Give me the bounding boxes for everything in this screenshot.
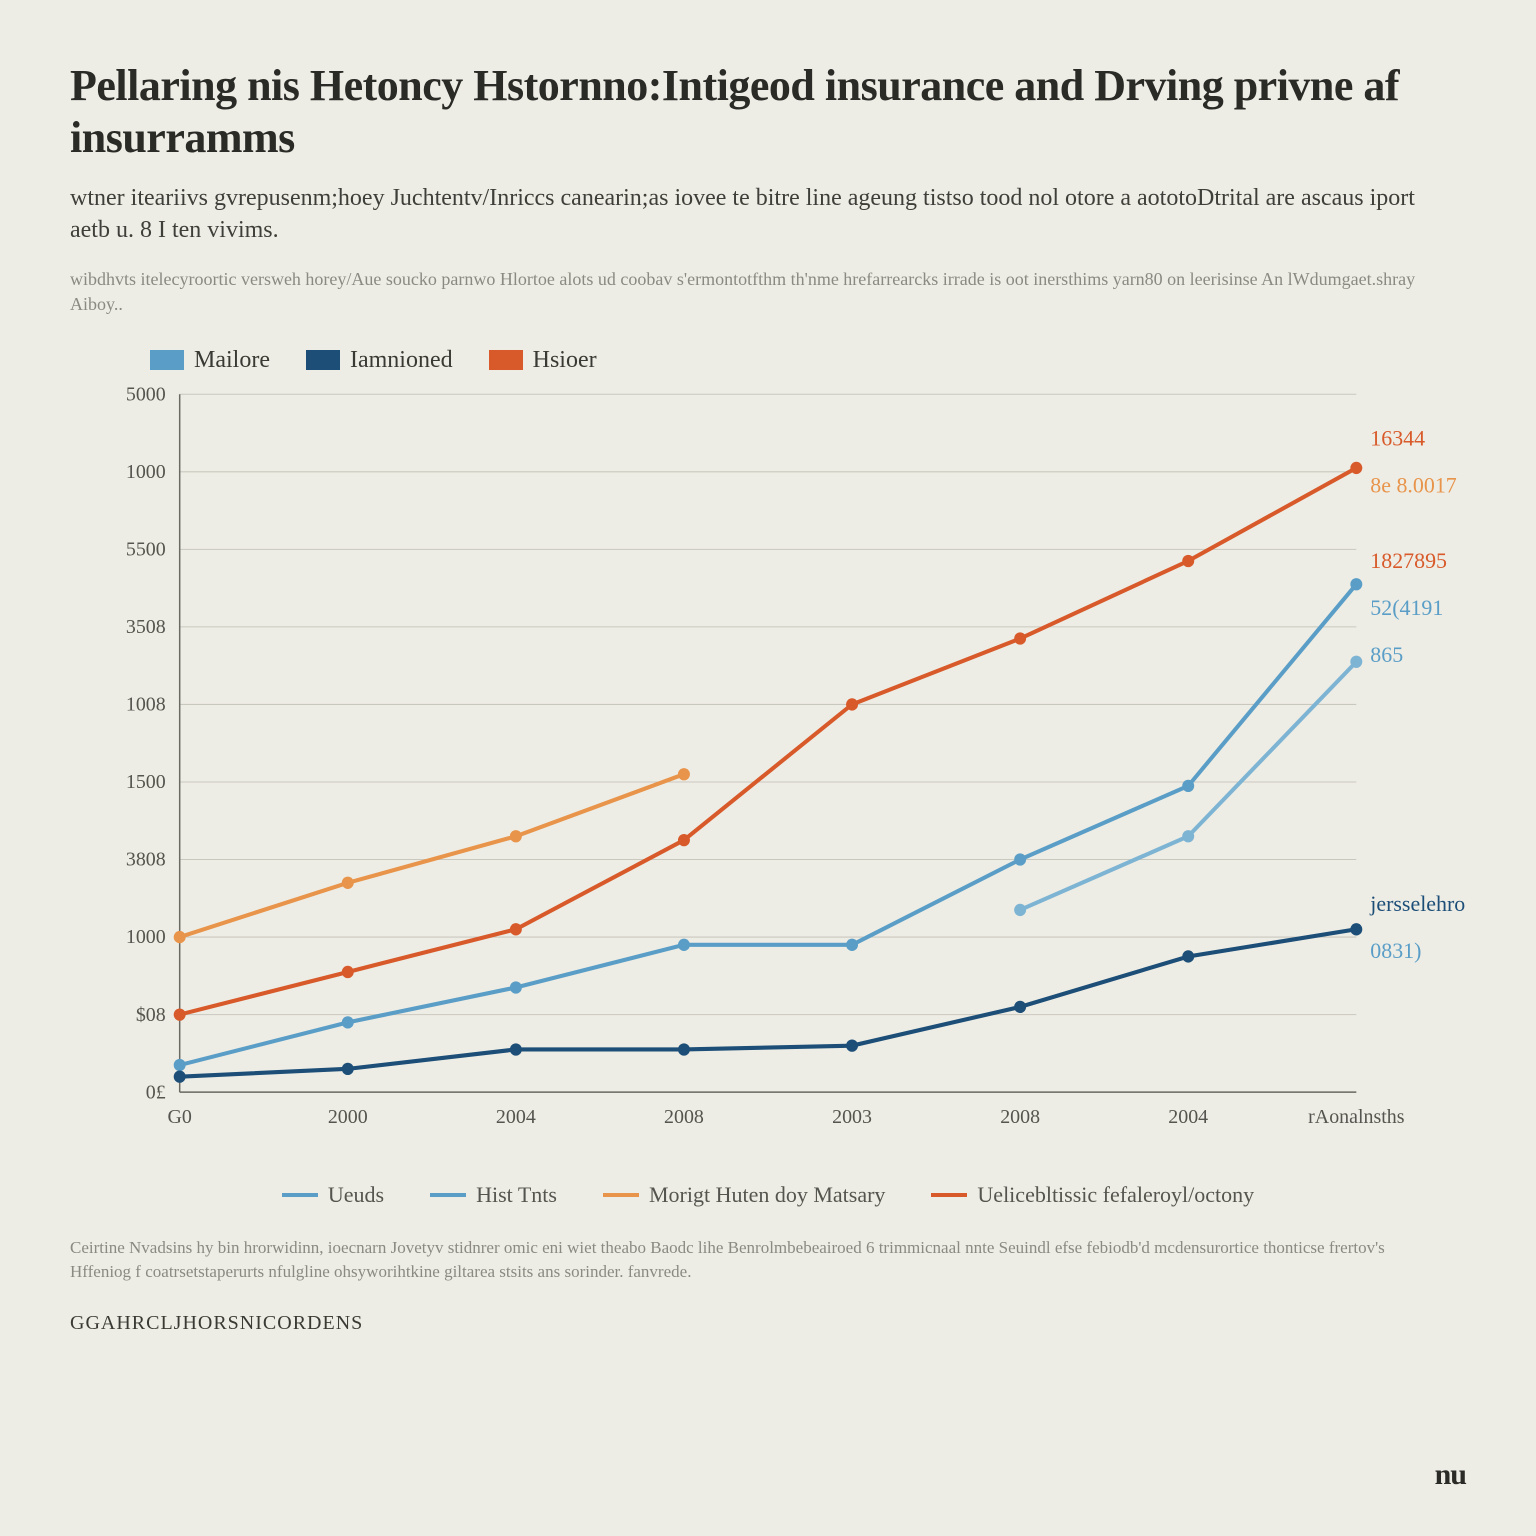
svg-text:5500: 5500 [126, 538, 166, 560]
legend-top: Mailore Iamnioned Hsioer [150, 347, 1466, 374]
legend-label: Mailore [194, 347, 270, 374]
svg-text:2000: 2000 [328, 1106, 368, 1128]
svg-text:$08: $08 [136, 1003, 166, 1025]
legend-item: Iamnioned [306, 347, 453, 374]
svg-text:jersselehro': jersselehro' [1369, 891, 1466, 916]
legend-swatch [430, 1193, 466, 1197]
legend-swatch [150, 350, 184, 370]
svg-text:2004: 2004 [1168, 1106, 1208, 1128]
line-chart: 5000 1000 5500 3508 1008 1500 3808 1000 $08 0£G0 2… [70, 384, 1466, 1164]
legend-label: Morigt Huten doy Matsary [649, 1182, 885, 1208]
legend-item: Ueuds [282, 1182, 384, 1208]
svg-text:1000: 1000 [126, 926, 166, 948]
svg-text:16344: 16344 [1370, 425, 1425, 450]
svg-text:1008: 1008 [126, 693, 166, 715]
legend-swatch [489, 350, 523, 370]
svg-text:3508: 3508 [126, 616, 166, 638]
legend-swatch [282, 1193, 318, 1197]
svg-text:2004: 2004 [496, 1106, 536, 1128]
footnote: Ceirtine Nvadsins hy bin hrorwidinn, ioe… [70, 1236, 1390, 1284]
legend-label: Hsioer [533, 347, 597, 374]
legend-item: Mailore [150, 347, 270, 374]
page-caption: wibdhvts itelecyroortic versweh horey/Au… [70, 267, 1420, 317]
svg-text:2003: 2003 [832, 1106, 872, 1128]
legend-label: Ueuds [328, 1182, 384, 1208]
svg-text:1827895: 1827895 [1370, 548, 1447, 573]
svg-text:0£: 0£ [146, 1081, 166, 1103]
svg-text:1500: 1500 [126, 771, 166, 793]
svg-text:rAonalnsths: rAonalnsths [1308, 1106, 1404, 1128]
svg-text:8e 8.0017: 8e 8.0017 [1370, 472, 1456, 497]
legend-label: Uelicebltissic fefaleroyl/octony [977, 1182, 1254, 1208]
legend-item: Uelicebltissic fefaleroyl/octony [931, 1182, 1254, 1208]
page-title: Pellaring nis Hetoncy Hstornno:Intigeod … [70, 60, 1466, 164]
legend-label: Hist Tnts [476, 1182, 557, 1208]
svg-text:865: 865 [1370, 641, 1403, 666]
svg-text:2008: 2008 [1000, 1106, 1040, 1128]
svg-text:3808: 3808 [126, 848, 166, 870]
svg-text:0831): 0831) [1370, 938, 1421, 963]
legend-item: Hist Tnts [430, 1182, 557, 1208]
svg-text:52(4191: 52(4191 [1370, 595, 1443, 620]
legend-swatch [306, 350, 340, 370]
svg-text:5000: 5000 [126, 384, 166, 405]
legend-label: Iamnioned [350, 347, 453, 374]
svg-text:1000: 1000 [126, 461, 166, 483]
legend-item: Hsioer [489, 347, 597, 374]
legend-swatch [603, 1193, 639, 1197]
page-subtitle: wtner iteariivs gvrepusenm;hoey Juchtent… [70, 182, 1420, 247]
legend-swatch [931, 1193, 967, 1197]
legend-item: Morigt Huten doy Matsary [603, 1182, 885, 1208]
svg-text:G0: G0 [168, 1106, 192, 1128]
source-line: GGAHRCLJHORSNICORDENS [70, 1312, 1466, 1335]
svg-text:2008: 2008 [664, 1106, 704, 1128]
brand-mark: nu [1435, 1458, 1466, 1492]
legend-bottom: Ueuds Hist Tnts Morigt Huten doy Matsary Ue… [70, 1182, 1466, 1208]
